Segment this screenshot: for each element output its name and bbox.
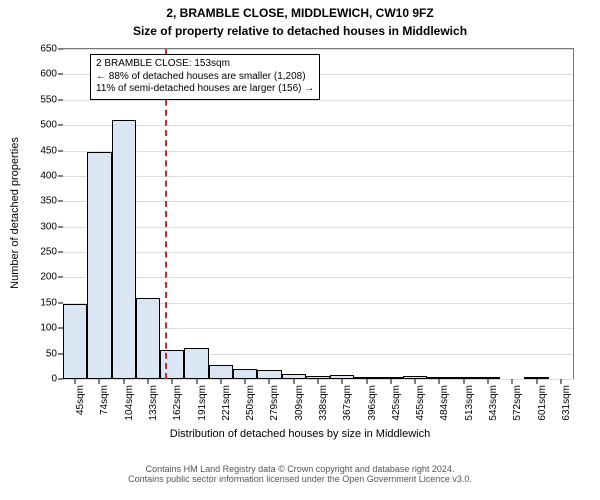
xtick-label: 74sqm <box>99 385 110 415</box>
histogram-bar <box>233 369 257 379</box>
xtick-mark <box>148 379 149 384</box>
ytick-mark <box>58 99 63 100</box>
ytick-mark <box>58 175 63 176</box>
gridline-h <box>63 277 573 278</box>
ytick-label: 600 <box>40 69 57 80</box>
xtick-label: 601sqm <box>537 385 548 421</box>
xtick-mark <box>366 379 367 384</box>
ytick-label: 100 <box>40 323 57 334</box>
xtick-mark <box>172 379 173 384</box>
ytick-label: 550 <box>40 94 57 105</box>
xtick-mark <box>536 379 537 384</box>
gridline-h <box>63 252 573 253</box>
xtick-mark <box>318 379 319 384</box>
xtick-mark <box>488 379 489 384</box>
xtick-mark <box>123 379 124 384</box>
xtick-label: 45sqm <box>75 385 86 415</box>
ytick-mark <box>58 201 63 202</box>
xtick-label: 396sqm <box>367 385 378 421</box>
ytick-label: 250 <box>40 247 57 258</box>
xtick-mark <box>196 379 197 384</box>
xtick-label: 279sqm <box>269 385 280 421</box>
ytick-label: 200 <box>40 272 57 283</box>
ytick-label: 300 <box>40 221 57 232</box>
xtick-mark <box>293 379 294 384</box>
xtick-label: 455sqm <box>415 385 426 421</box>
xtick-mark <box>439 379 440 384</box>
annotation-line: 11% of semi-detached houses are larger (… <box>96 83 314 96</box>
gridline-h <box>63 49 573 50</box>
xtick-label: 484sqm <box>439 385 450 421</box>
xtick-label: 309sqm <box>294 385 305 421</box>
ytick-label: 500 <box>40 120 57 131</box>
gridline-h <box>63 151 573 152</box>
gridline-h <box>63 201 573 202</box>
ytick-label: 50 <box>46 348 57 359</box>
xtick-mark <box>415 379 416 384</box>
xtick-mark <box>463 379 464 384</box>
xtick-label: 250sqm <box>245 385 256 421</box>
histogram-bar <box>184 348 208 379</box>
histogram-bar <box>160 350 184 379</box>
histogram-bar <box>209 365 233 379</box>
xtick-label: 425sqm <box>391 385 402 421</box>
gridline-h <box>63 227 573 228</box>
xtick-mark <box>560 379 561 384</box>
histogram-bar <box>136 298 160 379</box>
annotation-box: 2 BRAMBLE CLOSE: 153sqm← 88% of detached… <box>90 54 320 100</box>
xtick-mark <box>342 379 343 384</box>
page-title-line1: 2, BRAMBLE CLOSE, MIDDLEWICH, CW10 9FZ <box>0 6 600 20</box>
xtick-label: 631sqm <box>561 385 572 421</box>
xtick-label: 104sqm <box>124 385 135 421</box>
ytick-label: 450 <box>40 145 57 156</box>
annotation-line: 2 BRAMBLE CLOSE: 153sqm <box>96 58 314 71</box>
ytick-mark <box>58 125 63 126</box>
histogram-bar <box>112 120 136 379</box>
xtick-mark <box>75 379 76 384</box>
footer-line1: Contains HM Land Registry data © Crown c… <box>0 464 600 474</box>
xtick-label: 162sqm <box>172 385 183 421</box>
histogram-bar <box>257 370 281 379</box>
xtick-mark <box>512 379 513 384</box>
ytick-label: 400 <box>40 170 57 181</box>
ytick-mark <box>58 277 63 278</box>
gridline-h <box>63 176 573 177</box>
attribution-footer: Contains HM Land Registry data © Crown c… <box>0 464 600 484</box>
xtick-label: 543sqm <box>488 385 499 421</box>
xtick-mark <box>245 379 246 384</box>
ytick-mark <box>58 49 63 50</box>
xtick-mark <box>220 379 221 384</box>
ytick-label: 0 <box>51 374 57 385</box>
y-axis-label: Number of detached properties <box>9 137 21 289</box>
xtick-mark <box>99 379 100 384</box>
ytick-label: 650 <box>40 44 57 55</box>
x-axis-label: Distribution of detached houses by size … <box>0 428 600 440</box>
xtick-mark <box>390 379 391 384</box>
ytick-mark <box>58 252 63 253</box>
ytick-mark <box>58 150 63 151</box>
histogram-bar <box>63 304 87 379</box>
ytick-label: 150 <box>40 297 57 308</box>
xtick-label: 338sqm <box>318 385 329 421</box>
xtick-label: 513sqm <box>464 385 475 421</box>
ytick-mark <box>58 74 63 75</box>
histogram-bar <box>87 152 111 379</box>
xtick-label: 133sqm <box>148 385 159 421</box>
gridline-h <box>63 125 573 126</box>
ytick-label: 350 <box>40 196 57 207</box>
gridline-h <box>63 100 573 101</box>
xtick-label: 367sqm <box>342 385 353 421</box>
xtick-mark <box>269 379 270 384</box>
footer-line2: Contains public sector information licen… <box>0 474 600 484</box>
annotation-line: ← 88% of detached houses are smaller (1,… <box>96 71 314 84</box>
xtick-label: 191sqm <box>197 385 208 421</box>
page-title-line2: Size of property relative to detached ho… <box>0 24 600 38</box>
ytick-mark <box>58 226 63 227</box>
xtick-label: 221sqm <box>221 385 232 421</box>
xtick-label: 572sqm <box>512 385 523 421</box>
